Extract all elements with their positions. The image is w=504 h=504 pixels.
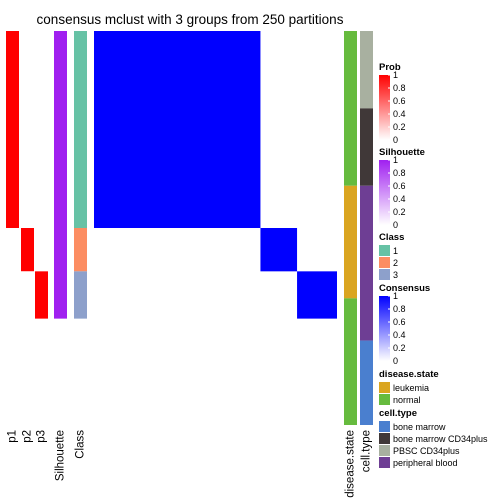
legend-tick-label-silhouette: 0 <box>393 220 398 230</box>
legend-item-label-disease_state: normal <box>393 395 421 405</box>
class-track-cell <box>74 228 87 272</box>
legend-item-label-class: 2 <box>393 258 398 268</box>
legend-tick-label-silhouette: 0.4 <box>393 194 406 204</box>
prob-track-3-cell <box>35 228 48 272</box>
cell-type-segment <box>360 31 373 109</box>
legend-tick-label-silhouette: 0.2 <box>393 207 406 217</box>
legend-item-label-cell_type: bone marrow <box>393 422 446 432</box>
legend-tick-label-consensus: 0 <box>393 356 398 366</box>
legend-tick-label-consensus: 0.8 <box>393 304 406 314</box>
legend-tick-label-consensus: 1 <box>393 291 398 301</box>
legend-title-disease_state: disease.state <box>379 369 439 380</box>
prob-track-2-cell <box>21 31 34 228</box>
legend-colorbar-silhouette <box>379 160 390 225</box>
legend-item-label-cell_type: bone marrow CD34plus <box>393 434 488 444</box>
legend-swatch-cell_type <box>379 433 390 444</box>
annotation-tracks <box>6 31 87 319</box>
class-track-cell <box>74 31 87 228</box>
legends: Prob10.80.60.40.20Silhouette10.80.60.40.… <box>379 62 488 468</box>
cell-type-segment <box>360 340 373 425</box>
legend-tick-label-prob: 0.2 <box>393 122 406 132</box>
right-annotation-tracks <box>344 31 373 425</box>
legend-item-label-disease_state: leukemia <box>393 383 429 393</box>
legend-tick-label-prob: 0 <box>393 135 398 145</box>
consensus-block-1 <box>94 31 261 228</box>
legend-title-prob: Prob <box>379 62 401 73</box>
label-p1: p1 <box>7 430 19 443</box>
consensus-block-3 <box>297 271 337 319</box>
prob-track-1-cell <box>6 271 19 319</box>
consensus-matrix <box>94 31 337 425</box>
legend-tick-label-silhouette: 0.8 <box>393 168 406 178</box>
legend-swatch-disease_state <box>379 382 390 393</box>
legend-swatch-class <box>379 269 390 280</box>
legend-swatch-class <box>379 257 390 268</box>
legend-colorbar-consensus <box>379 296 390 361</box>
legend-tick-label-silhouette: 1 <box>393 155 398 165</box>
disease-state-segment <box>344 185 357 299</box>
legend-tick-label-prob: 0.8 <box>393 83 406 93</box>
legend-swatch-cell_type <box>379 421 390 432</box>
class-track-cell <box>74 271 87 319</box>
track-labels: p1 p2 p3 Silhouette Class disease.state cell.t… <box>7 430 373 498</box>
legend-item-label-cell_type: peripheral blood <box>393 458 458 468</box>
legend-title-class: Class <box>379 232 404 243</box>
legend-item-label-cell_type: PBSC CD34plus <box>393 446 460 456</box>
legend-colorbar-prob <box>379 75 390 140</box>
prob-track-3-cell <box>35 271 48 319</box>
legend-tick-label-prob: 1 <box>393 70 398 80</box>
legend-item-label-class: 1 <box>393 246 398 256</box>
prob-track-1-cell <box>6 31 19 228</box>
legend-tick-label-consensus: 0.6 <box>393 317 406 327</box>
label-silhouette: Silhouette <box>55 430 67 481</box>
disease-state-segment <box>344 298 357 425</box>
legend-title-cell_type: cell.type <box>379 408 417 419</box>
prob-track-1-cell <box>6 228 19 272</box>
prob-track-3-cell <box>35 31 48 228</box>
chart-title: consensus mclust with 3 groups from 250 … <box>37 12 344 27</box>
cell-type-segment <box>360 185 373 341</box>
legend-title-consensus: Consensus <box>379 283 430 294</box>
legend-swatch-cell_type <box>379 457 390 468</box>
legend-item-label-class: 3 <box>393 270 398 280</box>
legend-tick-label-prob: 0.4 <box>393 109 406 119</box>
label-p3: p3 <box>36 430 48 443</box>
label-disease-state: disease.state <box>345 430 357 498</box>
legend-tick-label-silhouette: 0.6 <box>393 181 406 191</box>
legend-tick-label-consensus: 0.2 <box>393 343 406 353</box>
legend-swatch-class <box>379 245 390 256</box>
label-class: Class <box>75 430 87 459</box>
legend-tick-label-prob: 0.6 <box>393 96 406 106</box>
prob-track-2-cell <box>21 271 34 319</box>
legend-swatch-cell_type <box>379 445 390 456</box>
consensus-block-2 <box>260 228 298 272</box>
cell-type-segment <box>360 108 373 186</box>
silhouette-track-cell <box>54 31 67 319</box>
legend-tick-label-consensus: 0.4 <box>393 330 406 340</box>
legend-title-silhouette: Silhouette <box>379 147 425 158</box>
label-p2: p2 <box>22 430 34 443</box>
label-cell-type: cell.type <box>361 430 373 472</box>
legend-swatch-disease_state <box>379 394 390 405</box>
disease-state-segment <box>344 31 357 186</box>
prob-track-2-cell <box>21 228 34 272</box>
